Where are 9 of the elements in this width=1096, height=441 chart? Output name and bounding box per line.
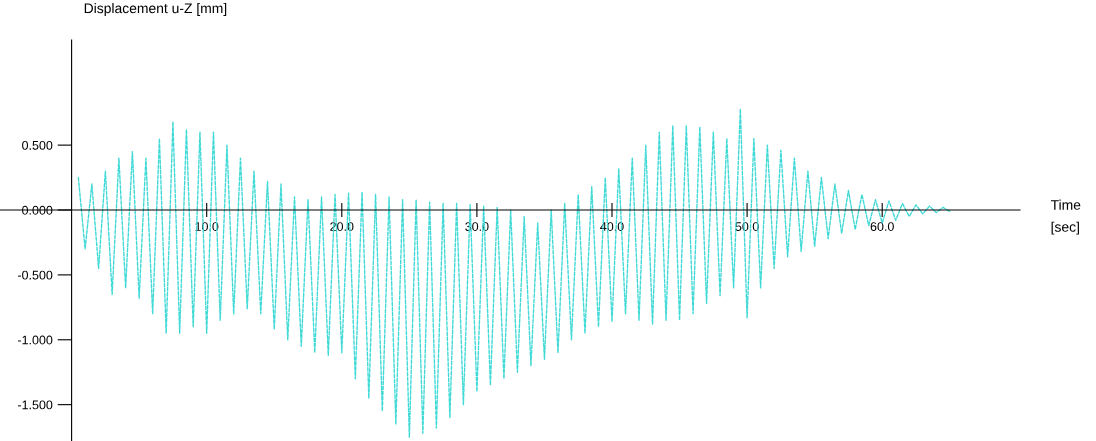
x-tick-label: 60.0	[870, 222, 894, 231]
y-tick-label: -1.000	[17, 335, 53, 345]
y-tick-label: -0.500	[17, 270, 53, 280]
y-tick-label: 0.000	[22, 205, 53, 215]
line-series	[77, 108, 951, 438]
x-axis-title: Time [sec]	[1050, 199, 1081, 235]
y-tick-label: 0.500	[22, 140, 53, 150]
y-axis-title: Displacement u-Z [mm]	[84, 2, 227, 16]
y-tick-label: -1.500	[17, 400, 53, 410]
